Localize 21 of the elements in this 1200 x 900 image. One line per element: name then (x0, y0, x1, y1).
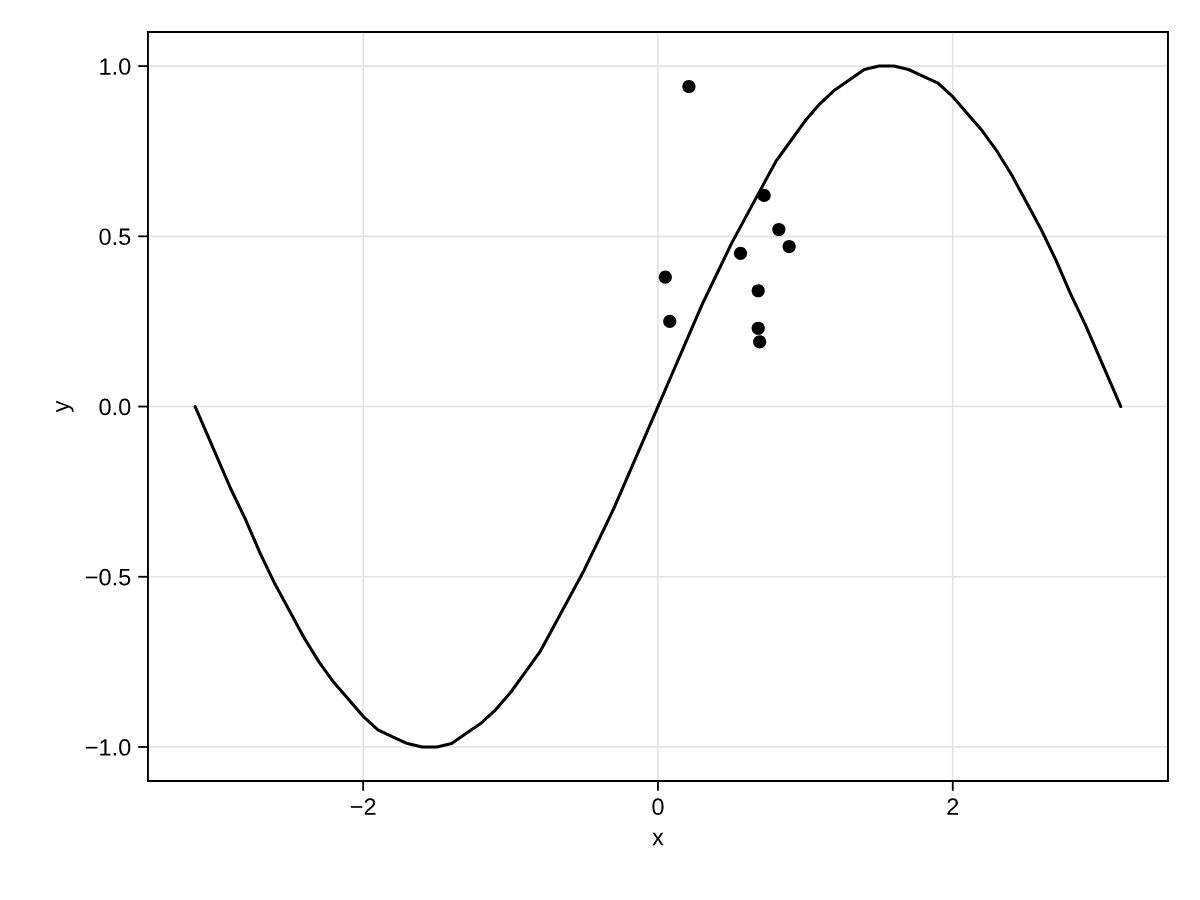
x-tick-label: −2 (350, 798, 376, 815)
point (772, 222, 786, 237)
point (753, 335, 767, 349)
y-tick-label: −1.0 (85, 739, 131, 756)
point (782, 239, 796, 254)
y-tick-label: −0.5 (85, 568, 131, 586)
point (751, 284, 765, 298)
y-tick-label: 1.0 (100, 58, 131, 75)
point (682, 79, 696, 94)
point (658, 270, 672, 284)
x-tick-label: 2 (947, 798, 959, 815)
y-tick-label: 0.0 (99, 398, 131, 416)
y-tick-label: 0.5 (99, 228, 131, 246)
point (663, 314, 677, 329)
line-series (193, 64, 1123, 749)
point (733, 246, 748, 260)
x-axis-title: x (652, 832, 664, 846)
x-tick-label: 0 (652, 798, 664, 816)
y-axis-title: y (56, 400, 74, 413)
point (757, 188, 771, 203)
point (751, 321, 765, 335)
